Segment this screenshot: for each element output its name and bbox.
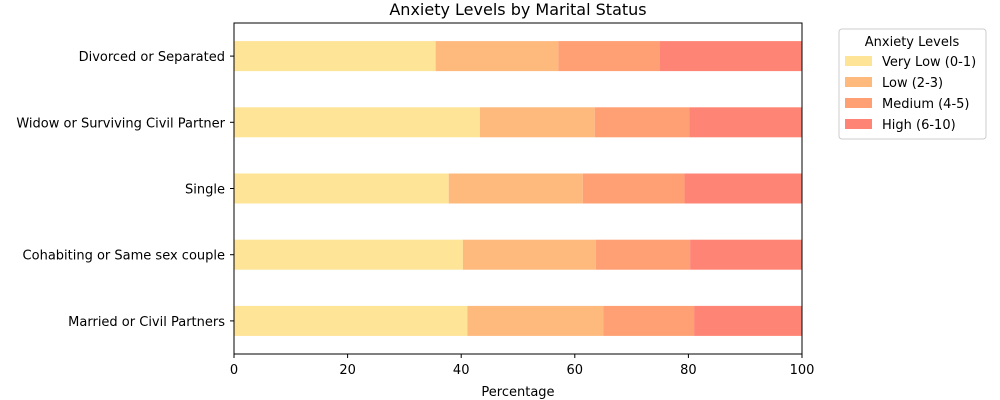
- bar-segment: [684, 173, 802, 204]
- y-tick-label: Cohabiting or Same sex couple: [23, 249, 225, 264]
- x-axis: 0 20 40 60 80 100: [230, 354, 815, 378]
- legend-swatch: [845, 98, 872, 108]
- bar-segment: [690, 239, 802, 270]
- y-axis: Married or Civil Partners Cohabiting or S…: [16, 50, 234, 330]
- x-tick-label: 20: [339, 363, 356, 378]
- bar-segment: [582, 173, 685, 204]
- bar-segment: [234, 41, 436, 72]
- legend-label: Medium (4-5): [882, 97, 970, 112]
- legend-swatch: [845, 119, 872, 129]
- x-tick-label: 100: [790, 363, 815, 378]
- y-tick-label: Divorced or Separated: [79, 50, 225, 65]
- bar-segment: [689, 107, 802, 138]
- y-tick-label: Married or Civil Partners: [68, 315, 225, 330]
- bar-segment: [660, 41, 802, 72]
- legend: Anxiety Levels Very Low (0-1) Low (2-3) Me…: [838, 28, 987, 140]
- bar-segment: [234, 107, 480, 138]
- x-tick-label: 40: [453, 363, 470, 378]
- bar-segment: [694, 305, 802, 336]
- legend-swatch: [845, 56, 872, 66]
- y-tick-label: Single: [185, 183, 225, 198]
- legend-box: [838, 28, 987, 140]
- x-tick-label: 60: [567, 363, 584, 378]
- legend-label: Low (2-3): [882, 76, 943, 91]
- bar-segment: [234, 305, 468, 336]
- chart-title: Anxiety Levels by Marital Status: [389, 0, 646, 19]
- bar-segment: [462, 239, 596, 270]
- legend-title: Anxiety Levels: [865, 35, 960, 50]
- bar-segment: [479, 107, 595, 138]
- bar-segment: [558, 41, 660, 72]
- bar-segment: [234, 173, 449, 204]
- bar-segment: [435, 41, 559, 72]
- bar-segment: [467, 305, 604, 336]
- bar-segment: [234, 239, 463, 270]
- y-tick-label: Widow or Surviving Civil Partner: [16, 116, 225, 131]
- bar-segment: [603, 305, 695, 336]
- x-axis-label: Percentage: [481, 385, 554, 400]
- x-tick-label: 0: [230, 363, 238, 378]
- bar-segment: [595, 239, 691, 270]
- legend-items: Very Low (0-1) Low (2-3) Medium (4-5) High …: [845, 55, 976, 133]
- bars-layer: [234, 41, 802, 336]
- legend-label: Very Low (0-1): [882, 55, 976, 70]
- legend-swatch: [845, 77, 872, 87]
- bar-segment: [594, 107, 690, 138]
- bar-segment: [448, 173, 583, 204]
- x-tick-label: 80: [680, 363, 697, 378]
- legend-label: High (6-10): [882, 118, 956, 133]
